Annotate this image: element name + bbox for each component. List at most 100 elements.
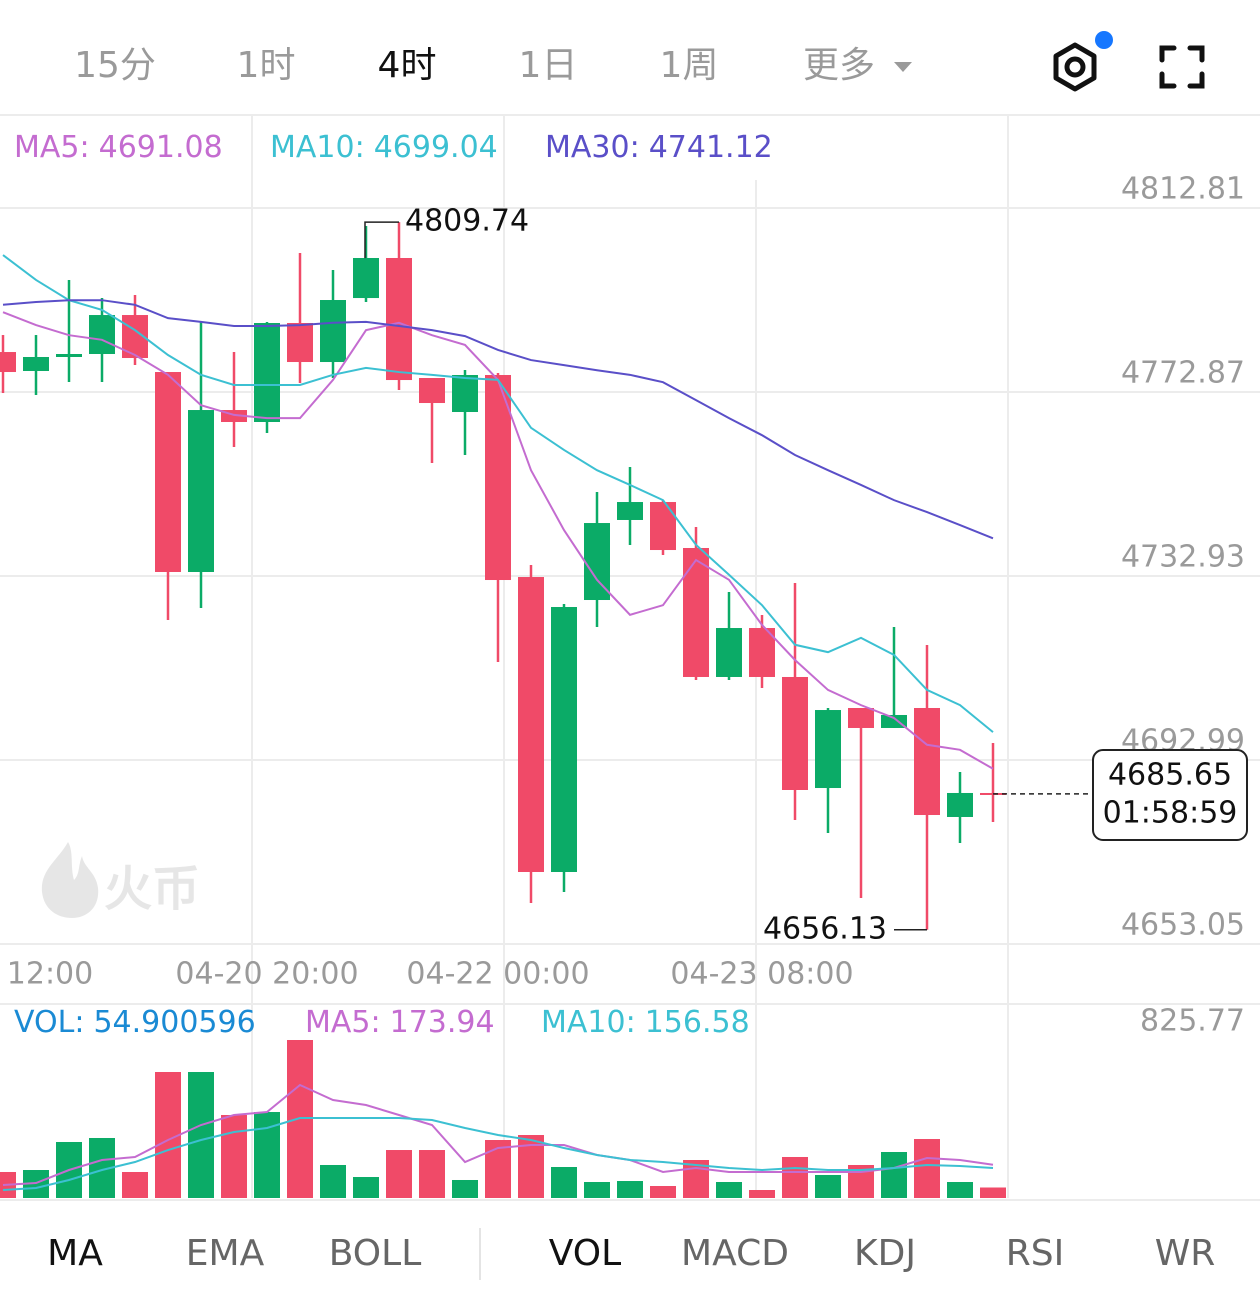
- volume-bar: [122, 1171, 148, 1198]
- volume-bar: [881, 1152, 907, 1198]
- volume-bar: [980, 1187, 1006, 1198]
- candle-body: [848, 707, 874, 728]
- legend-entry: MA10: 156.58: [541, 1005, 750, 1040]
- candle-body: [89, 315, 115, 355]
- legend-name: MA30:: [545, 130, 640, 165]
- y-tick-label: 4772.87: [1121, 356, 1245, 391]
- watermark-text: 火币: [104, 861, 200, 917]
- volume-bar: [947, 1182, 973, 1198]
- legend-entry: MA30: 4741.12: [545, 130, 773, 165]
- x-tick-label: 12:00: [7, 957, 93, 992]
- candle-body: [353, 257, 379, 299]
- volume-bar: [749, 1190, 775, 1198]
- candle-body: [419, 378, 445, 404]
- candle-body: [782, 676, 808, 790]
- low-label: 4656.13: [763, 911, 887, 946]
- legend-entry: MA5: 4691.08: [14, 130, 223, 165]
- candle-body: [683, 547, 709, 677]
- indicator-tab[interactable]: KDJ: [854, 1233, 916, 1274]
- legend-entry: VOL: 54.900596: [14, 1005, 256, 1040]
- candle-body: [221, 410, 247, 422]
- legend-value: 173.94: [390, 1005, 495, 1040]
- candle-body: [749, 628, 775, 677]
- high-marker: [364, 221, 399, 259]
- volume-bar: [386, 1150, 412, 1198]
- legend-entry: MA10: 4699.04: [270, 130, 498, 165]
- candle-body: [452, 375, 478, 413]
- candle-body: [56, 354, 82, 357]
- legend-value: 4691.08: [99, 130, 223, 165]
- indicator-tab[interactable]: RSI: [1006, 1233, 1064, 1274]
- timeframe-tab[interactable]: 1日: [519, 45, 578, 86]
- candle-body: [881, 714, 907, 728]
- volume-bar: [650, 1186, 676, 1198]
- candle-body: [815, 710, 841, 789]
- legend-name: MA10:: [541, 1005, 636, 1040]
- legend-name: VOL:: [14, 1005, 84, 1040]
- candle-body: [716, 628, 742, 677]
- legend-value: 4699.04: [374, 130, 498, 165]
- legend-value: 54.900596: [93, 1005, 255, 1040]
- fullscreen-icon[interactable]: [1159, 45, 1205, 89]
- y-tick-label: 4812.81: [1121, 172, 1245, 207]
- timeframe-tab[interactable]: 1周: [660, 45, 719, 86]
- candle-body: [551, 607, 577, 872]
- volume-bar: [320, 1164, 346, 1198]
- candle-body: [254, 322, 280, 422]
- volume-bar: [584, 1182, 610, 1198]
- candle-body: [485, 375, 511, 581]
- volume-bar: [419, 1150, 445, 1198]
- legend-name: MA5:: [305, 1005, 381, 1040]
- y-tick-label: 4732.93: [1121, 540, 1245, 575]
- candle-body: [188, 410, 214, 572]
- last-price: 4685.65: [1108, 758, 1232, 793]
- y-tick-label: 4653.05: [1121, 908, 1245, 943]
- timeframe-tab[interactable]: 更多: [803, 45, 875, 86]
- timeframe-tab[interactable]: 15分: [74, 45, 156, 86]
- ma-line: [2, 299, 994, 540]
- volume-bar: [551, 1167, 577, 1198]
- countdown: 01:58:59: [1103, 796, 1238, 831]
- legend-value: 156.58: [645, 1005, 750, 1040]
- candle-body: [386, 257, 412, 381]
- indicator-tab[interactable]: MACD: [681, 1233, 789, 1274]
- timeframe-tab[interactable]: 1时: [237, 45, 296, 86]
- volume-bar: [485, 1140, 511, 1198]
- volume-bar: [617, 1181, 643, 1198]
- hexagon: [1053, 42, 1097, 92]
- indicator-tab[interactable]: EMA: [186, 1233, 265, 1274]
- corners: [1159, 45, 1205, 89]
- candle-body: [320, 300, 346, 363]
- indicator-tab[interactable]: VOL: [549, 1233, 621, 1274]
- indicator-tab[interactable]: WR: [1155, 1233, 1216, 1274]
- candle-body: [617, 502, 643, 520]
- indicator-tab[interactable]: BOLL: [329, 1233, 422, 1274]
- candle-body: [650, 502, 676, 551]
- volume-ma-line: [2, 1117, 994, 1191]
- legend-entry: MA5: 173.94: [305, 1005, 495, 1040]
- candle-body: [914, 707, 940, 816]
- timeframe-tab[interactable]: 4时: [378, 45, 437, 86]
- volume-bar: [188, 1072, 214, 1198]
- candle-body: [287, 322, 313, 363]
- watermark: 火币: [41, 842, 200, 918]
- flame: [41, 842, 99, 918]
- legend-name: MA5:: [14, 130, 90, 165]
- settings-icon[interactable]: [1053, 31, 1113, 92]
- candle-body: [155, 372, 181, 572]
- indicator-tab[interactable]: MA: [47, 1233, 103, 1274]
- ma-line: [2, 254, 994, 733]
- x-tick-label: 04-20 20:00: [175, 957, 358, 992]
- y-tick-label: 825.77: [1140, 1004, 1245, 1039]
- icon-circle: [1064, 56, 1086, 78]
- volume-bar: [914, 1139, 940, 1198]
- volume-bar: [353, 1177, 379, 1198]
- x-tick-label: 04-22 00:00: [406, 957, 589, 992]
- legend-name: MA10:: [270, 130, 365, 165]
- volume-ma-line: [2, 1083, 994, 1187]
- dropdown-arrow: [894, 62, 912, 72]
- high-label: 4809.74: [405, 204, 529, 239]
- volume-bar: [716, 1182, 742, 1198]
- volume-bar: [452, 1179, 478, 1198]
